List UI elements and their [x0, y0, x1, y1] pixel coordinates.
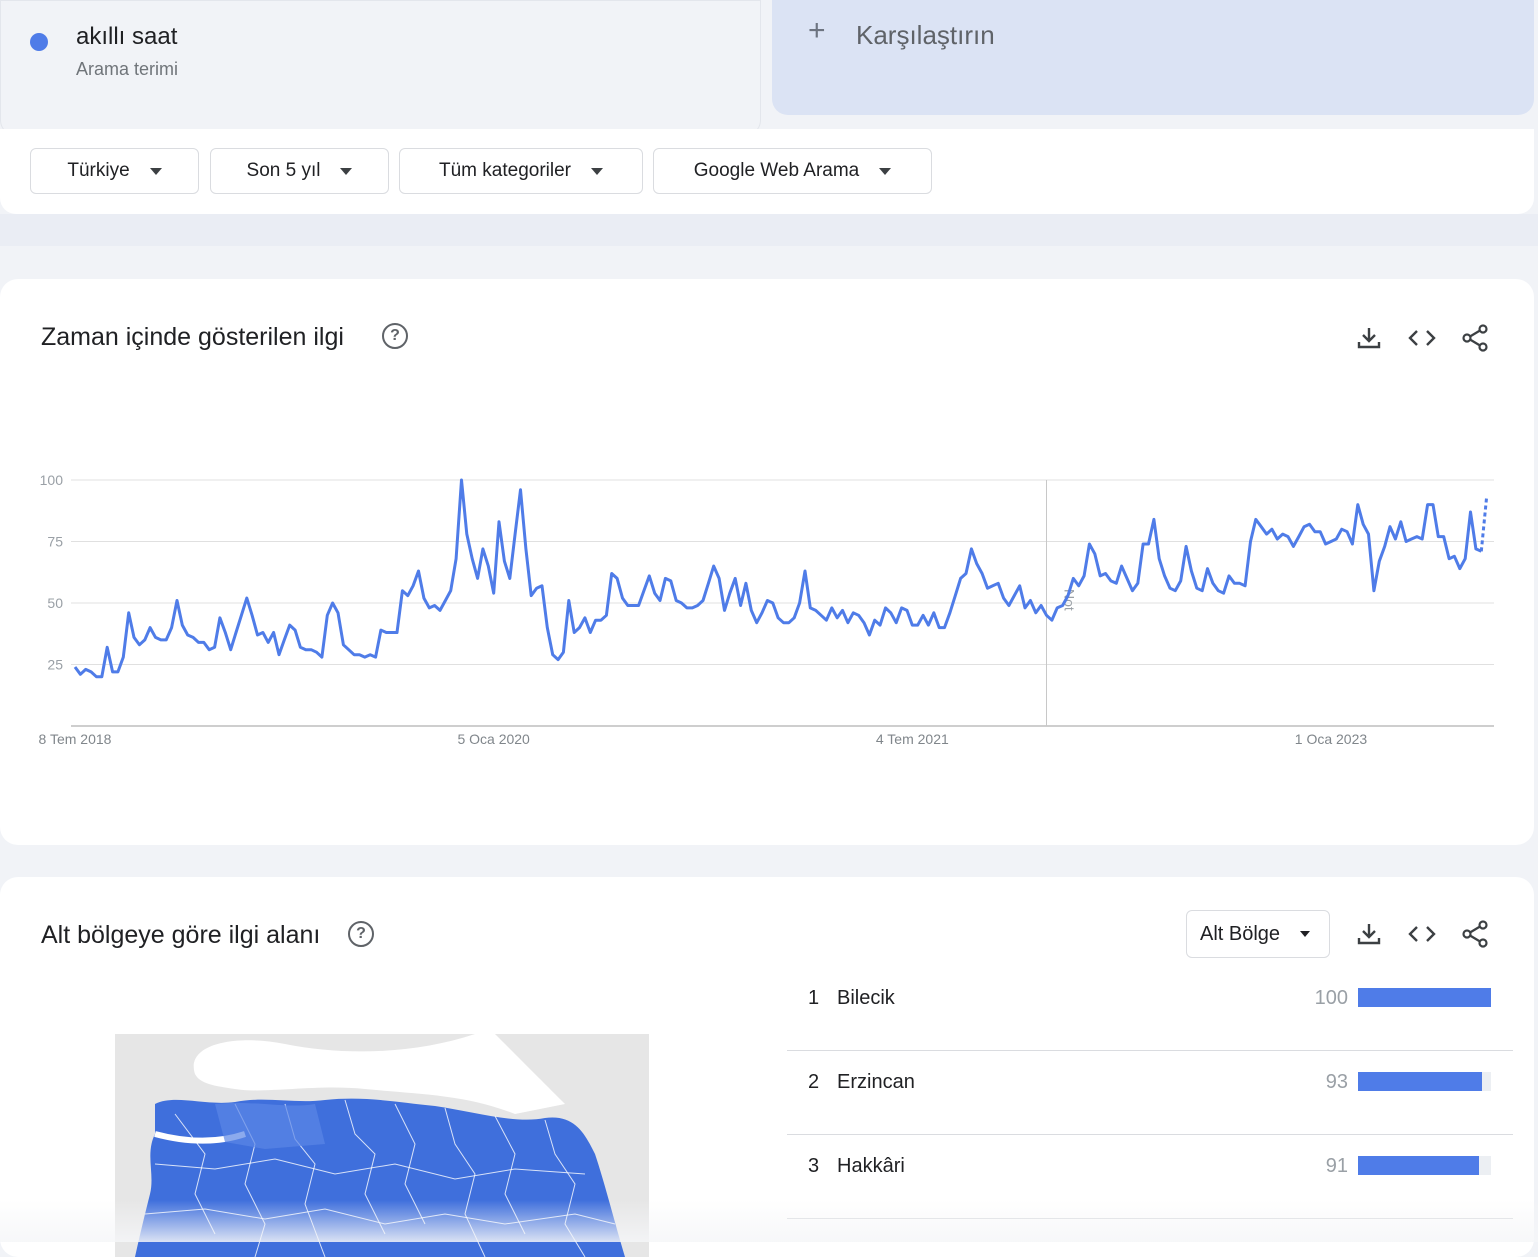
help-icon[interactable]: ? [382, 323, 408, 349]
rank-bar-fill [1358, 988, 1491, 1007]
filter-bar: Türkiye Son 5 yıl Tüm kategoriler Google… [0, 129, 1534, 214]
download-icon[interactable] [1354, 919, 1384, 949]
search-term-type: Arama terimi [76, 59, 179, 79]
series-line[interactable] [73, 478, 1482, 679]
x-tick-label: 5 Oca 2020 [457, 731, 530, 747]
rank-value: 93 [1325, 1071, 1348, 1093]
y-tick-label: 25 [47, 657, 63, 673]
rank-value: 100 [1314, 987, 1348, 1009]
search-term-card[interactable]: akıllı saat Arama terimi [0, 0, 761, 136]
series-partial-line[interactable] [1479, 497, 1489, 552]
turkey-land[interactable] [135, 1098, 625, 1257]
term-color-dot [30, 33, 48, 51]
region-rank-row[interactable]: 2 Erzincan 93 [787, 1051, 1513, 1135]
black-sea [193, 1034, 566, 1114]
region-rank-row[interactable]: 3 Hakkâri 91 [787, 1135, 1513, 1219]
compare-label: Karşılaştırın [856, 20, 995, 50]
note-marker-label[interactable]: Not [1062, 589, 1078, 611]
filter-country[interactable]: Türkiye [30, 148, 199, 194]
rank-bar-track [1358, 1156, 1491, 1175]
caret-down-icon [1300, 931, 1311, 937]
filter-country-label: Türkiye [67, 160, 130, 181]
caret-down-icon [149, 167, 162, 175]
plus-icon: + [808, 14, 826, 47]
embed-icon[interactable] [1407, 323, 1437, 353]
share-icon[interactable] [1461, 323, 1491, 353]
region-level-select[interactable]: Alt Bölge [1186, 910, 1330, 958]
x-tick-label: 4 Tem 2021 [876, 731, 949, 747]
compare-button[interactable]: + Karşılaştırın [772, 0, 1534, 115]
rank-value: 91 [1325, 1155, 1348, 1177]
region-level-label: Alt Bölge [1200, 922, 1281, 945]
filter-time-range[interactable]: Son 5 yıl [210, 148, 389, 194]
interest-over-time-title: Zaman içinde gösterilen ilgi [41, 323, 344, 351]
lighter-province-area [215, 1102, 325, 1149]
rank-bar-track [1358, 1072, 1491, 1091]
interest-by-region-title: Alt bölgeye göre ilgi alanı [41, 921, 321, 949]
rank-number: 2 [808, 1071, 820, 1093]
rank-region-name: Bilecik [837, 987, 895, 1009]
download-icon[interactable] [1354, 323, 1384, 353]
y-tick-label: 50 [47, 595, 63, 611]
filter-search-type-label: Google Web Arama [693, 160, 860, 181]
rank-bar-fill [1358, 1072, 1482, 1091]
share-icon[interactable] [1461, 919, 1491, 949]
x-tick-label: 1 Oca 2023 [1295, 731, 1368, 747]
rank-number: 3 [808, 1155, 820, 1177]
filter-category[interactable]: Tüm kategoriler [399, 148, 643, 194]
interest-by-region-card: Alt bölgeye göre ilgi alanı ? Alt Bölge … [0, 877, 1534, 1257]
x-tick-label: 8 Tem 2018 [39, 731, 112, 747]
caret-down-icon [340, 167, 353, 175]
embed-icon[interactable] [1407, 919, 1437, 949]
help-icon[interactable]: ? [348, 921, 374, 947]
search-term-name[interactable]: akıllı saat [76, 23, 178, 50]
rank-region-name: Erzincan [837, 1071, 915, 1093]
filter-search-type[interactable]: Google Web Arama [653, 148, 932, 194]
region-rank-row[interactable]: 1 Bilecik 100 [787, 967, 1513, 1051]
filter-time-range-label: Son 5 yıl [246, 160, 321, 181]
rank-number: 1 [808, 987, 820, 1009]
province-border [154, 1158, 586, 1180]
section-divider [0, 214, 1538, 246]
interest-over-time-card: Zaman içinde gösterilen ilgi ? 100 75 50 25… [0, 279, 1534, 845]
caret-down-icon [879, 167, 892, 175]
filter-category-label: Tüm kategoriler [439, 160, 571, 181]
rank-bar-fill [1358, 1156, 1480, 1175]
rank-bar-track [1358, 988, 1491, 1007]
region-map[interactable] [115, 1034, 649, 1257]
y-tick-label: 100 [40, 472, 64, 488]
interest-line-chart: 100 75 50 25 8 Tem 2018 5 Oca 2020 4 Tem 2021… [39, 472, 1494, 747]
rank-region-name: Hakkâri [837, 1155, 905, 1177]
y-tick-label: 75 [47, 534, 63, 550]
caret-down-icon [591, 167, 603, 175]
